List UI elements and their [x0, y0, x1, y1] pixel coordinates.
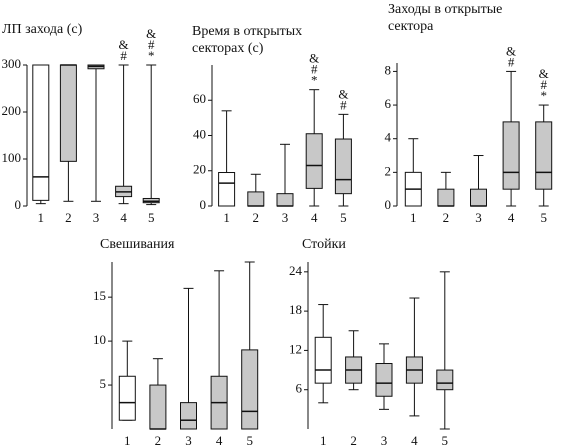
significance-marker: & [309, 51, 319, 66]
significance-marker: & [338, 86, 348, 101]
significance-marker: * [540, 88, 547, 103]
x-tick-label: 4 [508, 210, 515, 225]
x-tick-label: 4 [216, 433, 223, 447]
significance-marker: & [539, 66, 549, 81]
box [436, 369, 454, 391]
y-tick-label: 0 [385, 197, 392, 212]
significance-marker: * [311, 73, 318, 88]
x-tick-label: 5 [148, 210, 155, 225]
significance-marker: & [506, 43, 516, 58]
box [180, 402, 197, 430]
x-tick-label: 5 [442, 433, 449, 447]
significance-marker: # [148, 37, 155, 52]
x-tick-label: 1 [124, 433, 131, 447]
box [334, 138, 352, 195]
y-tick-label: 4 [385, 130, 392, 145]
significance-marker: # [508, 54, 515, 69]
box [305, 133, 323, 189]
y-tick-label: 2 [385, 163, 392, 178]
x-tick-label: 4 [120, 210, 127, 225]
x-tick-label: 1 [410, 210, 417, 225]
y-tick-label: 6 [296, 381, 303, 396]
significance-marker: & [119, 37, 129, 52]
panel-title: секторах (с) [192, 41, 264, 56]
box [32, 64, 50, 201]
box [276, 193, 294, 207]
x-tick-label: 5 [540, 210, 547, 225]
x-tick-label: 2 [65, 210, 72, 225]
y-tick-label: 0 [15, 197, 22, 212]
y-tick-label: 40 [193, 126, 206, 141]
significance-marker: # [311, 62, 318, 77]
box [375, 363, 393, 397]
box [470, 188, 487, 207]
significance-marker: & [146, 26, 156, 41]
x-tick-label: 3 [93, 210, 100, 225]
panel-title: Свешивания [100, 237, 175, 252]
y-tick-label: 12 [289, 341, 302, 356]
x-tick-label: 3 [475, 210, 482, 225]
x-tick-label: 1 [223, 210, 230, 225]
box [502, 121, 520, 190]
x-tick-label: 5 [246, 433, 253, 447]
y-tick-label: 15 [93, 288, 106, 303]
x-tick-label: 3 [381, 433, 388, 447]
y-tick-label: 8 [385, 62, 392, 77]
significance-marker: * [148, 48, 155, 63]
y-tick-label: 200 [2, 103, 22, 118]
x-tick-label: 2 [443, 210, 450, 225]
panel-title: Стойки [302, 237, 346, 252]
x-tick-label: 5 [340, 210, 347, 225]
panel-title: ЛП захода (с) [2, 22, 83, 37]
x-tick-label: 1 [38, 210, 45, 225]
y-tick-label: 18 [289, 302, 302, 317]
x-tick-label: 3 [282, 210, 289, 225]
panel-title: сектора [388, 19, 434, 34]
y-tick-label: 10 [93, 332, 106, 347]
box [218, 172, 236, 207]
y-tick-label: 6 [385, 96, 392, 111]
box [437, 188, 455, 207]
x-tick-label: 4 [311, 210, 318, 225]
x-tick-label: 2 [350, 433, 357, 447]
x-tick-label: 2 [155, 433, 162, 447]
panel-title: Время в открытых [192, 24, 302, 39]
box [535, 121, 553, 190]
significance-marker: # [120, 48, 127, 63]
box [59, 64, 77, 162]
y-tick-label: 300 [2, 56, 22, 71]
box [149, 384, 167, 430]
box [314, 336, 332, 384]
box [241, 349, 259, 430]
box [247, 191, 265, 207]
x-tick-label: 2 [253, 210, 260, 225]
y-tick-label: 5 [100, 376, 107, 391]
box [118, 375, 136, 421]
y-tick-label: 0 [200, 197, 207, 212]
significance-marker: # [540, 77, 547, 92]
y-tick-label: 20 [193, 162, 206, 177]
x-tick-label: 1 [320, 433, 327, 447]
y-tick-label: 60 [193, 91, 206, 106]
panel-title: Заходы в открытые [388, 2, 502, 17]
x-tick-label: 4 [411, 433, 418, 447]
y-tick-label: 100 [2, 150, 22, 165]
x-tick-label: 3 [185, 433, 192, 447]
significance-marker: # [340, 97, 347, 112]
y-tick-label: 24 [289, 263, 303, 278]
